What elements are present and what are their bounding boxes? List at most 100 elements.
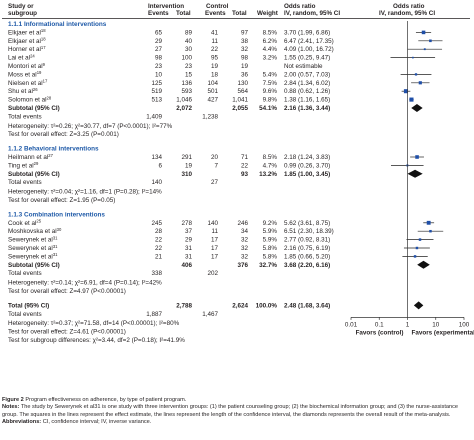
subtotal-diamond (417, 260, 430, 269)
heterogeneity-text: Heterogeneity: τ²=0.14; χ²=6.91, df=4 (P… (8, 280, 162, 287)
ctl-events: 19 (211, 63, 219, 70)
total-events-label: Total events (8, 113, 42, 120)
study-name: Sewerynek et al31 (8, 235, 58, 243)
subgroup-heading: 1.1.3 Combination interventions (8, 211, 105, 218)
int-total: 40 (185, 38, 193, 45)
ctl-events: 41 (211, 29, 219, 36)
ctl-total: 32 (241, 237, 249, 244)
figure-label: Figure 2 (2, 397, 24, 403)
study-name: Lai et al24 (8, 53, 35, 61)
int-total: 278 (181, 220, 192, 227)
ctl-events: 17 (211, 237, 219, 244)
subtotal-label: Subtotal (95% CI) (8, 171, 60, 178)
int-events: 245 (151, 220, 162, 227)
int-total: 19 (185, 162, 193, 169)
int-total: 15 (185, 71, 193, 78)
footer-test-text: Test for subgroup differences: χ²=3.44, … (8, 337, 185, 344)
subtotal-int-total: 310 (181, 171, 192, 178)
ctl-events: 501 (207, 88, 218, 95)
study-marker (403, 89, 408, 94)
int-total: 23 (185, 63, 193, 70)
int-events: 22 (155, 237, 163, 244)
int-total: 29 (185, 237, 193, 244)
int-total: 1,046 (176, 97, 192, 104)
ctl-total: 130 (237, 80, 248, 87)
header-weight: Weight (257, 10, 279, 17)
study-name: Cook et al25 (8, 219, 42, 227)
weight: 5.9% (263, 228, 278, 235)
header-int-total: Total (176, 10, 191, 17)
overall-effect-text: Test for overall effect: Z=3.25 (P=0.001… (8, 131, 119, 138)
int-events: 98 (155, 55, 163, 62)
ctl-total: 38 (241, 38, 249, 45)
weight: 4.7% (263, 162, 278, 169)
weight: 8.5% (263, 29, 278, 36)
study-marker (421, 30, 426, 35)
x-tick-label: 10 (432, 321, 440, 328)
total-int-total: 2,788 (176, 302, 192, 309)
subtotal-int-total: 2,072 (176, 105, 192, 112)
odds-ratio-ci: Not estimable (284, 63, 323, 70)
subtotal-label: Subtotal (95% CI) (8, 262, 60, 269)
odds-ratio-ci: 0.88 (0.62, 1.26) (284, 88, 330, 95)
x-tick-label: 0.01 (345, 321, 358, 328)
subtotal-ctl-total: 376 (237, 262, 248, 269)
odds-ratio-ci: 6.47 (2.41, 17.35) (284, 38, 334, 45)
ctl-total: 246 (237, 220, 248, 227)
study-marker (418, 81, 422, 85)
total-weight: 100.0% (256, 302, 278, 309)
study-name: Sewerynek et al31 (8, 252, 58, 260)
ctl-events: 11 (211, 38, 218, 45)
ctl-total: 98 (241, 55, 249, 62)
ctl-events: 104 (207, 80, 218, 87)
weight: 7.5% (263, 80, 278, 87)
int-events: 519 (151, 88, 162, 95)
header-int-events: Events (148, 10, 169, 17)
x-tick-label: 100 (459, 321, 470, 328)
ctl-total: 19 (241, 63, 249, 70)
subtotal-int-total: 406 (181, 262, 192, 269)
total-diamond (413, 301, 424, 310)
weight: 6.2% (263, 38, 278, 45)
overall-effect-text: Test for overall effect: Z=4.97 (P<0.000… (8, 288, 126, 295)
total-ctl-total: 2,624 (232, 302, 248, 309)
int-total: 31 (185, 245, 193, 252)
study-name: Elkjaer et al18 (8, 28, 46, 36)
header-or-plot-method: IV, random, 95% CI (379, 10, 435, 17)
weight: 8.5% (263, 154, 278, 161)
ctl-total: 1,041 (232, 97, 248, 104)
subtotal-weight: 13.2% (259, 171, 277, 178)
ctl-events: 17 (211, 245, 219, 252)
abbreviations-label: Abbreviations: (2, 418, 42, 425)
int-total: 37 (185, 228, 193, 235)
int-total: 31 (185, 253, 193, 260)
int-events: 22 (155, 245, 163, 252)
study-name: Solomon et al28 (8, 95, 52, 103)
odds-ratio-ci: 0.99 (0.26, 3.70) (284, 162, 330, 169)
ctl-events: 7 (214, 162, 218, 169)
weight: 9.6% (263, 88, 278, 95)
heterogeneity-text: Heterogeneity: τ²=0.04; χ²=1.16, df=1 (P… (8, 189, 162, 196)
study-name: Shu et al26 (8, 87, 38, 95)
header-subgroup: subgroup (8, 10, 37, 17)
ctl-events: 11 (211, 228, 218, 235)
ctl-events: 95 (211, 55, 219, 62)
study-marker (413, 255, 417, 258)
int-total: 136 (181, 80, 192, 87)
heterogeneity-text: Heterogeneity: τ²=0.26; χ²=30.77, df=7 (… (8, 123, 173, 130)
odds-ratio-ci: 2.16 (0.75, 6.19) (284, 245, 330, 252)
total-events-label: Total events (8, 179, 42, 186)
weight: 9.2% (263, 220, 278, 227)
header-control: Control (206, 3, 229, 10)
header-study: Study or (8, 3, 34, 10)
odds-ratio-ci: 2.18 (1.24, 3.83) (284, 154, 330, 161)
weight: 5.4% (263, 71, 278, 78)
study-name: Sewerynek et al31 (8, 244, 58, 252)
odds-ratio-ci: 1.85 (0.66, 5.20) (284, 253, 330, 260)
study-name: Ting et al29 (8, 161, 39, 169)
ctl-events: 22 (211, 46, 219, 53)
odds-ratio-ci: 6.51 (2.30, 18.39) (284, 228, 334, 235)
ctl-total: 32 (241, 245, 249, 252)
ctl-events: 140 (207, 220, 218, 227)
